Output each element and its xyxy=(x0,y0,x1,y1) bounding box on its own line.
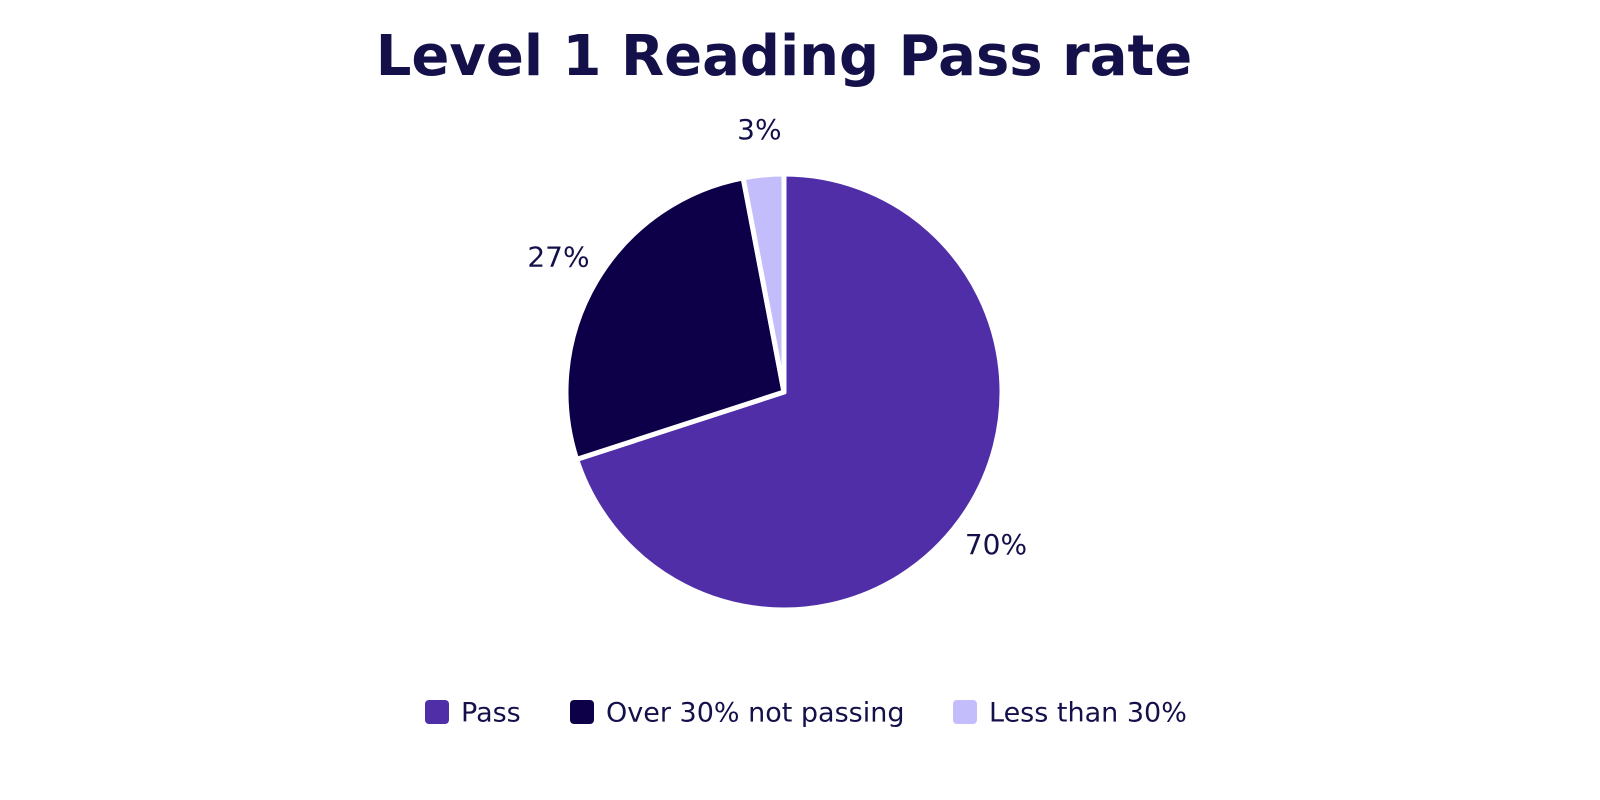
legend-swatch xyxy=(570,700,594,724)
pie-slice xyxy=(574,171,1005,613)
data-label: 27% xyxy=(527,241,589,274)
legend-swatch xyxy=(425,700,449,724)
chart-title: Level 1 Reading Pass rate xyxy=(376,24,1193,89)
legend-label: Pass xyxy=(461,698,521,729)
data-label: 3% xyxy=(737,113,781,146)
pie-slice xyxy=(740,171,787,395)
data-label: 70% xyxy=(965,528,1027,561)
legend-label: Over 30% not passing xyxy=(606,698,905,729)
legend-swatch xyxy=(953,700,977,724)
pie-slice xyxy=(563,175,787,462)
legend-label: Less than 30% xyxy=(989,698,1187,729)
